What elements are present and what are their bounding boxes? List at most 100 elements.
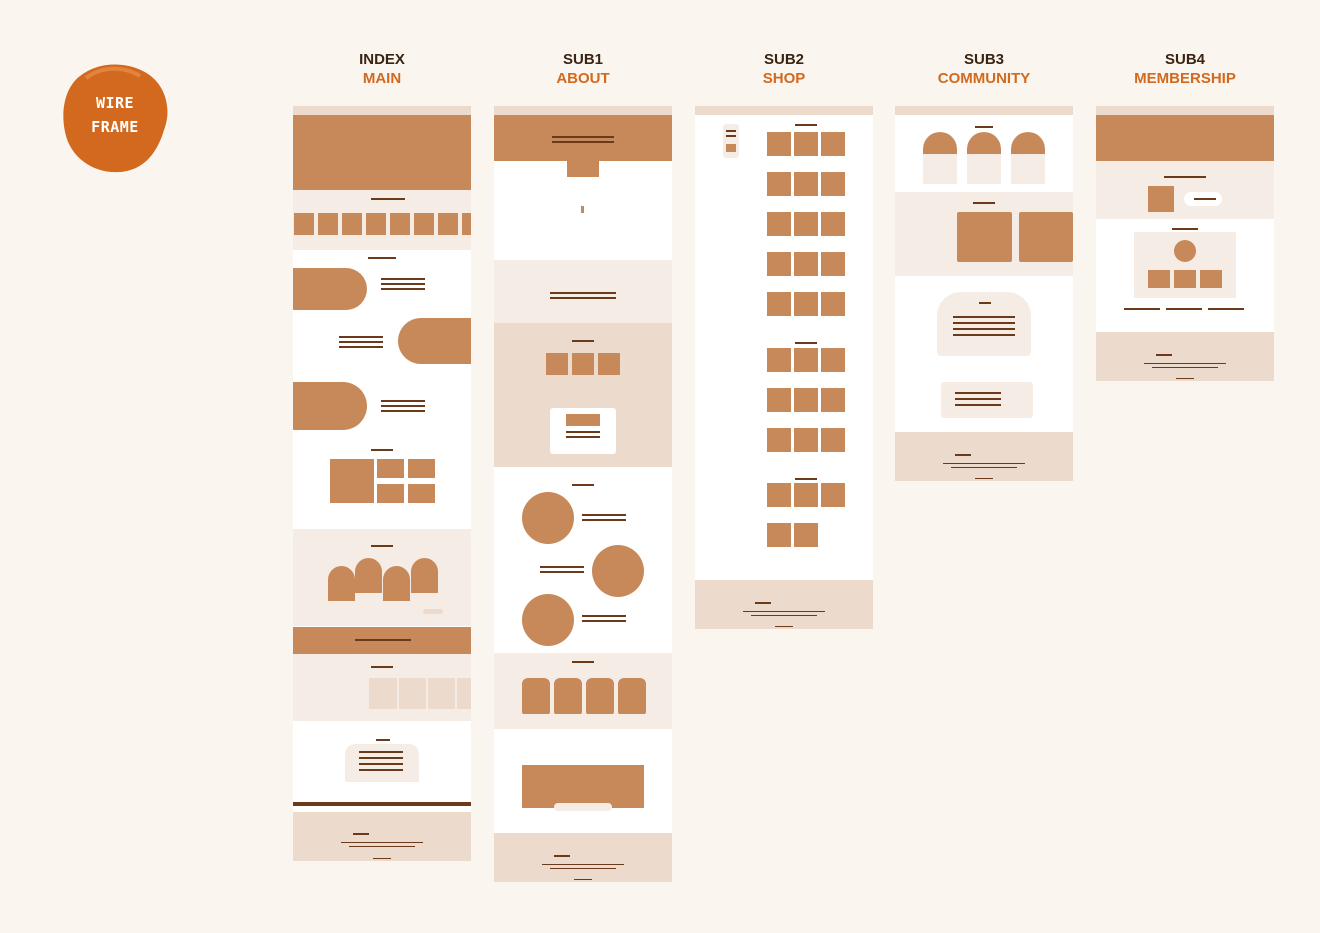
event-card-body [967, 154, 1001, 184]
text-line [1166, 308, 1202, 310]
product-card [767, 172, 791, 196]
text-line [339, 346, 383, 348]
circle-image [522, 594, 574, 646]
text-line [359, 751, 403, 753]
more-button[interactable] [423, 609, 443, 614]
hero-block [293, 115, 471, 190]
value-tile [598, 353, 620, 375]
arch-card [383, 566, 410, 601]
slider-card [369, 678, 397, 709]
text-line [1176, 378, 1194, 379]
benefit-tile [1200, 270, 1222, 288]
text-line [373, 858, 391, 859]
text-line [355, 639, 411, 641]
wireframe-sub4-membership [1096, 106, 1274, 381]
footer-logo-bar [353, 833, 369, 835]
text-line [381, 278, 425, 280]
footer-logo-bar [755, 602, 771, 604]
page-label: MEMBERSHIP [1134, 70, 1236, 87]
text-line [359, 769, 403, 771]
text-line [951, 467, 1017, 468]
text-line [953, 316, 1015, 318]
text-line [341, 842, 423, 843]
nav-bar [895, 106, 1073, 115]
footer [695, 580, 873, 629]
text-line [1152, 367, 1218, 368]
benefit-tile [1174, 270, 1196, 288]
product-card [794, 388, 818, 412]
video-controls[interactable] [554, 803, 612, 811]
value-tile [546, 353, 568, 375]
team-card [586, 678, 614, 714]
header-sub2: SUB2 SHOP [694, 50, 874, 88]
product-card [821, 348, 845, 372]
text-line [550, 292, 616, 294]
product-card [821, 212, 845, 236]
text-line [566, 431, 600, 433]
slider-card [399, 678, 426, 709]
section-title-bar [975, 126, 993, 128]
product-card [767, 132, 791, 156]
footer [1096, 332, 1274, 381]
text-line [955, 398, 1001, 400]
product-card [767, 428, 791, 452]
arch-section [293, 529, 471, 626]
category-tile [414, 213, 434, 235]
product-card [794, 483, 818, 507]
page-label: COMMUNITY [937, 70, 1031, 87]
footer [494, 833, 672, 882]
feature-pill-right [398, 318, 471, 364]
event-card-body [923, 154, 957, 184]
product-card [794, 252, 818, 276]
footer-logo-bar [955, 454, 971, 456]
text-line [359, 757, 403, 759]
text-line [743, 611, 825, 612]
section-title-bar [368, 257, 396, 259]
arch-card [328, 566, 355, 601]
gallery-tile [377, 459, 404, 478]
product-card [794, 132, 818, 156]
scroll-indicator [581, 206, 584, 213]
wireframe-badge: WIRE FRAME [60, 58, 170, 176]
team-card [618, 678, 646, 714]
comment-card [941, 382, 1033, 418]
wireframe-sub3-community [895, 106, 1073, 481]
text-line [775, 626, 793, 627]
value-tile [572, 353, 594, 375]
hero-block [1096, 115, 1274, 161]
category-tile [390, 213, 410, 235]
event-card-body [1011, 154, 1045, 184]
category-tile [318, 213, 338, 235]
section-title-bar [572, 340, 594, 342]
text-line [381, 410, 425, 412]
slider-card [428, 678, 455, 709]
section-title-bar [1172, 228, 1198, 230]
text-line [381, 405, 425, 407]
hero-tab [567, 161, 599, 177]
text-line [582, 615, 626, 617]
page-label: ABOUT [556, 70, 610, 87]
product-card [794, 172, 818, 196]
text-line [943, 463, 1025, 464]
text-line [542, 864, 624, 865]
text-line [540, 566, 584, 568]
product-card [821, 252, 845, 276]
text-line [339, 341, 383, 343]
badge-line-1: WIRE [95, 94, 135, 112]
section-title-bar [572, 484, 594, 486]
circle-image [522, 492, 574, 544]
text-line [349, 846, 415, 847]
section-title-bar [371, 666, 393, 668]
footer-logo-bar [554, 855, 570, 857]
header-index: INDEX MAIN [292, 50, 472, 88]
product-card [794, 348, 818, 372]
section-title-bar [973, 202, 995, 204]
product-card [794, 292, 818, 316]
text-line [975, 478, 993, 479]
slider-card [457, 678, 471, 709]
text-line [953, 328, 1015, 330]
section-title-bar [371, 545, 393, 547]
product-card [821, 292, 845, 316]
text-line [726, 135, 736, 137]
product-card [821, 388, 845, 412]
